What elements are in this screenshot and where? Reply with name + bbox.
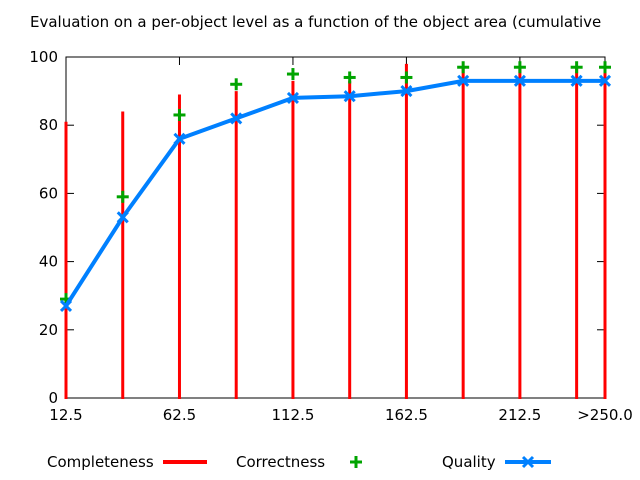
y-tick-label: 20 xyxy=(39,321,58,339)
legend-label-quality: Quality xyxy=(442,453,496,471)
quality-sample-marker xyxy=(521,455,534,469)
legend: Completeness Correctness Quality xyxy=(0,451,640,477)
legend-item-correctness: Correctness xyxy=(236,451,379,473)
y-tick-label: 100 xyxy=(29,48,58,66)
chart-title: Evaluation on a per-object level as a fu… xyxy=(30,13,602,31)
quality-marker xyxy=(457,74,470,87)
plot-frame xyxy=(65,56,606,399)
y-tick-label: 0 xyxy=(48,389,58,407)
legend-label-correctness: Correctness xyxy=(236,453,326,471)
quality-line-x-sample-icon xyxy=(504,455,551,469)
quality-marker xyxy=(343,90,356,103)
y-tick-label: 40 xyxy=(39,253,58,271)
x-tick-label: 212.5 xyxy=(498,406,541,424)
correctness-plus-sample-icon xyxy=(350,456,363,468)
legend-label-completeness: Completeness xyxy=(47,453,154,471)
y-tick-label: 60 xyxy=(39,184,58,202)
quality-marker xyxy=(400,85,413,98)
quality-marker xyxy=(116,211,129,224)
y-tick-label: 80 xyxy=(39,116,58,134)
quality-marker xyxy=(286,91,300,104)
quality-marker xyxy=(59,299,73,312)
legend-item-quality: Quality xyxy=(442,451,552,473)
completeness-line-sample-icon xyxy=(162,460,207,464)
x-tick-label: 162.5 xyxy=(385,406,428,424)
legend-item-completeness: Completeness xyxy=(47,451,208,473)
plot-canvas: 0 20 40 60 80 100 12.5 62.5 112.5 162.5 212.5 >250.… xyxy=(29,48,633,424)
x-tick-label: 112.5 xyxy=(271,406,314,424)
quality-line xyxy=(64,78,605,308)
quality-marker xyxy=(513,74,526,87)
quality-marker xyxy=(570,74,583,87)
quality-marker xyxy=(230,112,243,125)
x-tick-label: >250.0 xyxy=(577,406,633,424)
x-tick-label: 62.5 xyxy=(163,406,196,424)
x-tick-label: 12.5 xyxy=(49,406,82,424)
quality-marker xyxy=(173,132,186,145)
quality-marker xyxy=(598,74,612,87)
